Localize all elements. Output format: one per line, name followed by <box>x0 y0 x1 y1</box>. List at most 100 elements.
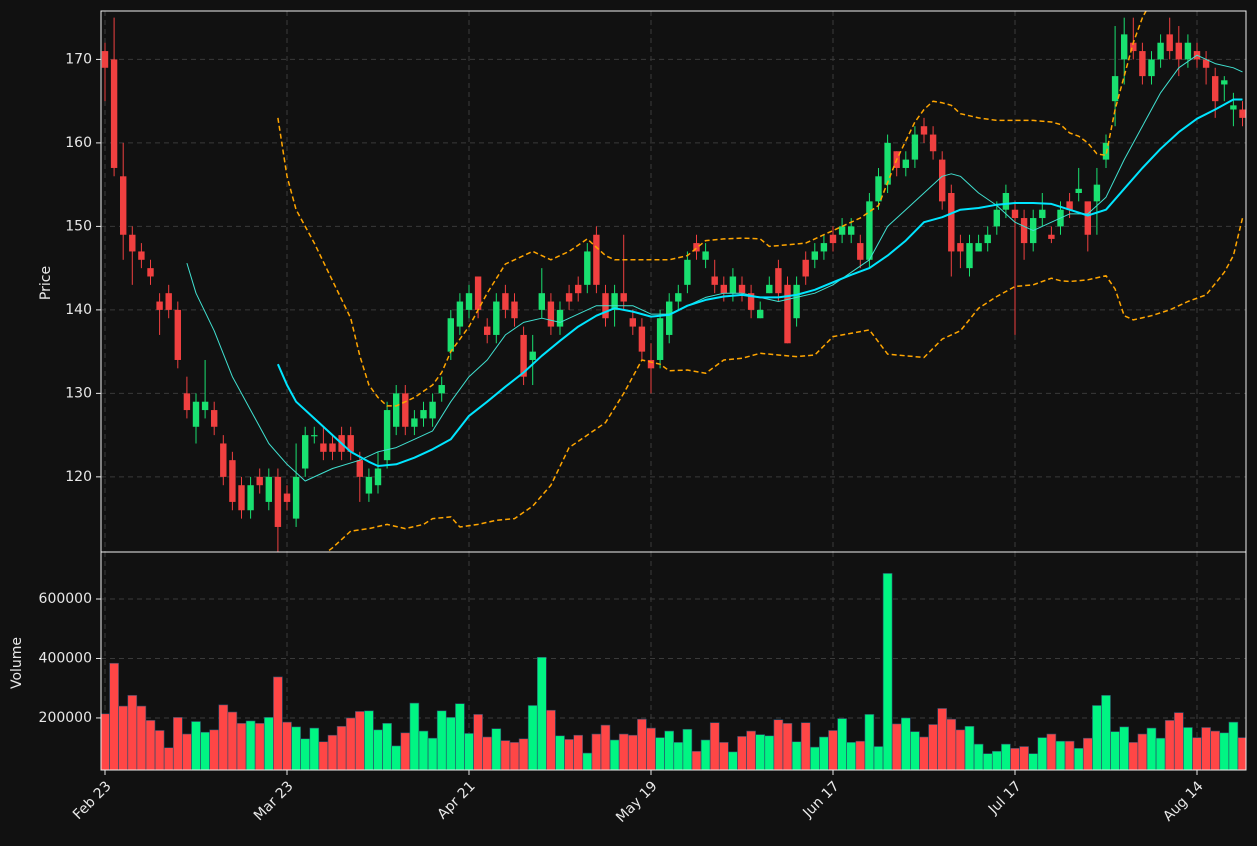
candle-body <box>474 276 482 310</box>
candle-body <box>684 259 691 285</box>
volume-bar <box>1119 726 1129 770</box>
candle-body <box>493 301 500 335</box>
candle-body <box>220 443 227 477</box>
candle-body <box>101 51 109 68</box>
candle-body <box>174 309 181 360</box>
candle-body <box>1111 76 1119 102</box>
candle-body <box>1121 34 1128 60</box>
candle-body <box>857 243 864 260</box>
volume-bar <box>555 735 565 770</box>
volume-bar <box>964 725 975 770</box>
volume-bar <box>919 736 929 770</box>
candle-body <box>329 443 336 452</box>
candle-body <box>165 293 172 310</box>
candle-body <box>1139 51 1146 77</box>
volume-bar <box>509 742 520 770</box>
volume-bar <box>336 725 347 770</box>
volume-bar <box>819 736 829 770</box>
candle-body <box>747 293 755 310</box>
volume-bar <box>955 729 966 770</box>
candle-body <box>1202 59 1210 68</box>
volume-bar <box>637 718 647 770</box>
volume-bar <box>436 710 447 770</box>
volume-bar <box>127 695 138 770</box>
volume-bar <box>991 750 1002 770</box>
candle-body <box>247 485 254 511</box>
candle-body <box>1039 209 1046 219</box>
volume-bar <box>1228 721 1239 770</box>
volume-bar <box>728 751 738 770</box>
candle-body <box>720 284 727 294</box>
volume-bar <box>627 734 638 770</box>
candle-body <box>356 460 363 477</box>
volume-bar <box>755 734 766 770</box>
volume-bar <box>846 742 857 770</box>
y2-tick-label: 600000 <box>39 591 92 607</box>
candle-body <box>547 301 555 327</box>
volume-bar <box>136 705 147 770</box>
volume-bar <box>455 703 465 770</box>
indicator-line <box>325 217 1244 552</box>
volume-bar <box>664 730 675 770</box>
candle-body <box>656 318 664 360</box>
volume-bar <box>609 739 620 770</box>
candle-body <box>411 418 418 427</box>
candle-body <box>138 251 145 260</box>
candle-body <box>884 142 891 185</box>
volume-bar <box>1146 727 1157 770</box>
candle-body <box>811 251 818 260</box>
volume-bar <box>709 722 720 770</box>
volume-bar <box>227 711 238 770</box>
candle-body <box>1230 105 1237 110</box>
volume-bar <box>691 750 702 770</box>
candle-body <box>584 251 591 285</box>
volume-bar <box>282 721 292 770</box>
volume-bar <box>254 723 265 770</box>
y-tick-label: 170 <box>65 51 92 67</box>
volume-bar <box>1110 731 1120 770</box>
candle-body <box>939 159 946 202</box>
volume-bar <box>1037 737 1048 770</box>
candle-body <box>638 326 646 352</box>
volume-bar <box>982 753 993 770</box>
volume-bar <box>1083 737 1093 770</box>
volume-bar <box>473 714 483 770</box>
candle-body <box>775 268 782 294</box>
volume-bar <box>1128 742 1139 770</box>
volume-bar <box>163 747 174 770</box>
volume-bar <box>655 737 665 770</box>
volume-bar <box>700 739 711 770</box>
candle-body <box>911 134 919 160</box>
candle-body <box>402 393 409 427</box>
candle-body <box>993 209 1000 227</box>
candle-body <box>511 301 518 319</box>
volume-bar <box>582 752 593 770</box>
indicator-line <box>186 54 1243 482</box>
volume-bar <box>946 718 957 770</box>
volume-bar <box>291 726 301 770</box>
y-tick-label: 160 <box>65 135 92 151</box>
volume-bar <box>973 743 984 770</box>
volume-bar <box>773 719 784 770</box>
candle-body <box>120 176 127 235</box>
candle-body <box>766 284 773 294</box>
volume-bar <box>791 741 802 770</box>
candle-body <box>1084 201 1091 235</box>
volume-bar <box>118 705 128 770</box>
candle-body <box>192 401 200 427</box>
volume-bar <box>1219 732 1230 770</box>
candle-body <box>820 243 828 252</box>
price-axis-label: Price <box>38 266 54 300</box>
candle-body <box>1066 201 1073 210</box>
candle-body <box>238 485 245 511</box>
volume-bar <box>1201 727 1211 770</box>
candle-body <box>565 293 573 302</box>
candle-body <box>265 476 272 502</box>
volume-bar <box>354 711 365 770</box>
candle-body <box>729 276 737 294</box>
candle-body <box>984 234 991 244</box>
volume-bar <box>1073 747 1084 770</box>
candle-body <box>420 410 427 419</box>
volume-bar <box>828 730 838 770</box>
